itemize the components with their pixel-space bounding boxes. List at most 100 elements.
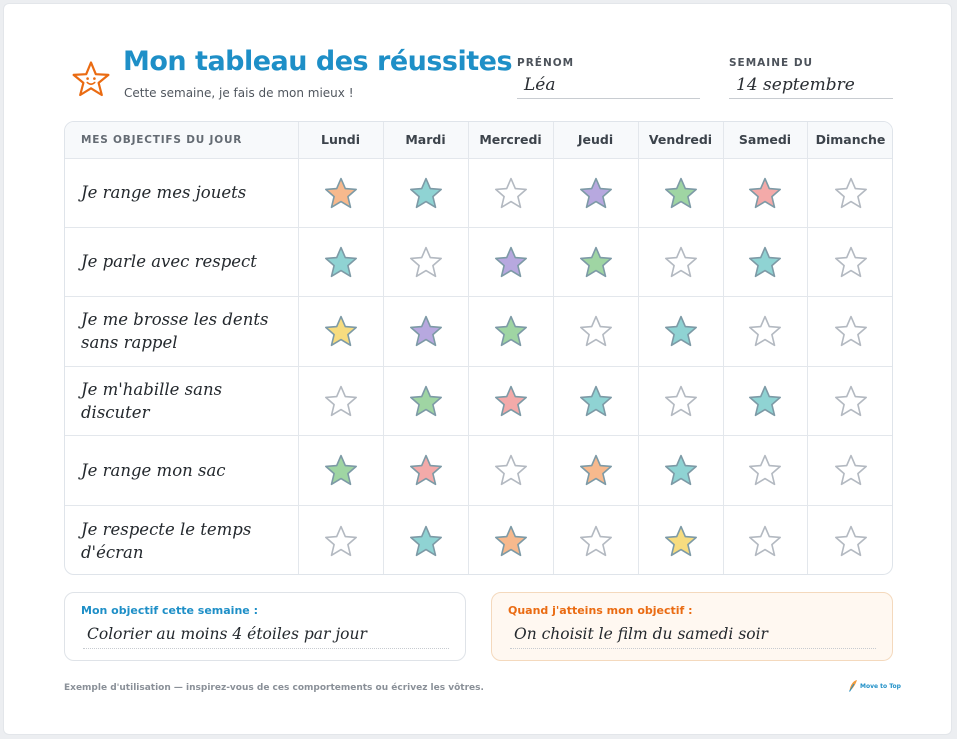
star-cell[interactable] — [298, 296, 383, 366]
star-cell[interactable] — [298, 158, 383, 227]
row-divider — [65, 505, 892, 506]
star-cell[interactable] — [723, 296, 807, 366]
day-header-1: Mardi — [405, 132, 446, 147]
star-cell[interactable] — [468, 296, 553, 366]
star-cell[interactable] — [468, 227, 553, 296]
filled-star-icon — [749, 246, 781, 277]
star-cell[interactable] — [723, 366, 807, 435]
star-cell[interactable] — [723, 158, 807, 227]
empty-star-icon — [579, 525, 612, 556]
empty-star-icon — [834, 177, 867, 208]
star-cell[interactable] — [723, 435, 807, 505]
star-cell[interactable] — [723, 227, 807, 296]
star-cell[interactable] — [807, 435, 892, 505]
objective-label: Je m'habille sans discuter — [81, 379, 223, 422]
star-cell[interactable] — [468, 505, 553, 574]
week-field[interactable]: 14 septembre — [736, 75, 855, 95]
empty-star-icon — [409, 246, 442, 277]
star-cell[interactable] — [553, 158, 638, 227]
empty-star-icon — [834, 454, 867, 486]
filled-star-icon — [579, 454, 612, 486]
star-cell[interactable] — [723, 505, 807, 574]
star-cell[interactable] — [468, 366, 553, 435]
day-header-6: Dimanche — [815, 132, 886, 147]
tracker-table: MES OBJECTIFS DU JOUR Lundi Mardi Mercredi J… — [64, 121, 893, 575]
empty-star-icon — [494, 177, 527, 208]
star-cell[interactable] — [553, 366, 638, 435]
filled-star-icon — [494, 525, 527, 556]
empty-star-icon — [749, 525, 781, 556]
star-cell[interactable] — [553, 505, 638, 574]
filled-star-icon — [409, 177, 442, 208]
week-label: SEMAINE DU — [729, 57, 814, 69]
day-header-5: Samedi — [738, 132, 792, 147]
week-underline — [729, 98, 893, 99]
star-cell[interactable] — [638, 505, 723, 574]
empty-star-icon — [834, 246, 867, 277]
star-cell[interactable] — [638, 366, 723, 435]
weekly-goal-underline — [83, 648, 449, 649]
empty-star-icon — [579, 315, 612, 347]
column-divider — [807, 122, 808, 574]
filled-star-icon — [664, 177, 697, 208]
smiling-star-icon — [72, 61, 110, 97]
star-cell[interactable] — [807, 227, 892, 296]
star-cell[interactable] — [553, 435, 638, 505]
star-cell[interactable] — [383, 435, 468, 505]
objective-label: Je respecte le temps d'écran — [81, 519, 252, 562]
star-cell[interactable] — [807, 366, 892, 435]
filled-star-icon — [749, 177, 781, 208]
brand-logo[interactable]: Move to Top — [848, 679, 901, 693]
star-cell[interactable] — [383, 366, 468, 435]
star-cell[interactable] — [638, 296, 723, 366]
objective-label: Je parle avec respect — [81, 252, 257, 271]
filled-star-icon — [324, 246, 357, 277]
row-divider — [65, 227, 892, 228]
empty-star-icon — [749, 454, 781, 486]
objective-label: Je range mes jouets — [81, 183, 247, 202]
star-cell[interactable] — [468, 158, 553, 227]
star-cell[interactable] — [638, 158, 723, 227]
footer-note: Exemple d'utilisation — inspirez-vous de… — [64, 683, 484, 693]
table-header — [65, 122, 892, 158]
filled-star-icon — [409, 454, 442, 486]
empty-star-icon — [834, 315, 867, 347]
row-divider — [65, 435, 892, 436]
empty-star-icon — [664, 246, 697, 277]
filled-star-icon — [664, 315, 697, 347]
filled-star-icon — [409, 315, 442, 347]
star-cell[interactable] — [553, 227, 638, 296]
row-divider — [65, 158, 892, 159]
row-divider — [65, 366, 892, 367]
empty-star-icon — [664, 385, 697, 416]
column-divider — [638, 122, 639, 574]
reward-box: Quand j'atteins mon objectif : On choisi… — [491, 592, 893, 661]
column-divider — [723, 122, 724, 574]
feather-logo-icon — [849, 680, 857, 692]
filled-star-icon — [494, 385, 527, 416]
page-title: Mon tableau des réussites — [123, 46, 513, 77]
star-cell[interactable] — [383, 505, 468, 574]
logo-text: Move to Top — [860, 682, 901, 690]
filled-star-icon — [494, 315, 527, 347]
star-cell[interactable] — [638, 435, 723, 505]
star-cell[interactable] — [298, 227, 383, 296]
star-cell[interactable] — [468, 435, 553, 505]
weekly-goal-box: Mon objectif cette semaine : Colorier au… — [64, 592, 466, 661]
star-cell[interactable] — [298, 366, 383, 435]
star-cell[interactable] — [638, 227, 723, 296]
star-cell[interactable] — [383, 158, 468, 227]
star-cell[interactable] — [807, 158, 892, 227]
star-cell[interactable] — [807, 296, 892, 366]
empty-star-icon — [324, 525, 357, 556]
name-field[interactable]: Léa — [524, 75, 556, 95]
star-cell[interactable] — [298, 435, 383, 505]
reward-field[interactable]: On choisit le film du samedi soir — [514, 625, 768, 643]
star-cell[interactable] — [383, 296, 468, 366]
weekly-goal-field[interactable]: Colorier au moins 4 étoiles par jour — [87, 625, 367, 643]
filled-star-icon — [324, 315, 357, 347]
star-cell[interactable] — [807, 505, 892, 574]
star-cell[interactable] — [298, 505, 383, 574]
star-cell[interactable] — [553, 296, 638, 366]
star-cell[interactable] — [383, 227, 468, 296]
